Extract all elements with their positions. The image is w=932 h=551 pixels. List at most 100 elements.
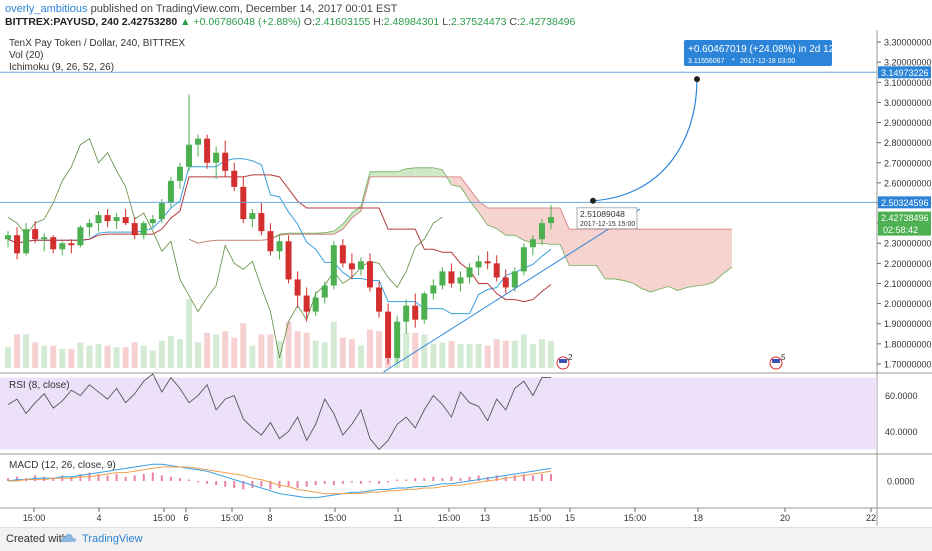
volume-bar [32,342,39,368]
volume-bar [240,323,247,368]
volume-bar [421,334,428,368]
candle-body [77,227,84,246]
macd-histogram-bar [550,474,552,481]
price-tick-label: 2.20000000 [884,259,932,269]
time-tick-label: 13 [480,513,490,523]
macd-histogram-bar [432,476,435,481]
volume-bar [131,342,138,368]
candle-body [376,287,383,312]
volume-bar [195,342,202,368]
volume-bar [167,336,174,368]
macd-histogram-bar [251,481,254,488]
candle-body [158,203,165,220]
candle-body [86,223,93,228]
volume-bar [548,340,554,368]
macd-histogram-bar [160,475,163,481]
high-value: 2.48984301 [383,16,440,28]
cloud-segment [333,224,343,235]
macd-histogram-bar [269,481,272,490]
macd-histogram-bar [142,474,145,481]
tradingview-cloud-icon [60,533,77,542]
projection-label-box [684,40,832,66]
candle-body [430,285,437,294]
ohlc-line: BITTREX:PAYUSD, 240 2.42753280 ▲ +0.0678… [5,16,575,28]
rsi-pane: 60.0000 40.0000 [0,373,918,451]
candle-body [240,186,247,220]
kijun-sen [7,174,552,303]
price-change: ▲ +0.06786048 (+2.88%) [180,16,301,28]
cloud-segment [505,208,515,236]
vol-legend: Vol (20) [9,50,43,61]
macd-histogram-bar [206,481,209,484]
price-tick-label: 1.70000000 [884,359,932,369]
cloud-segment [641,229,651,293]
macd-histogram-bar [369,481,371,483]
cloud-segment [614,229,624,281]
macd-line [7,463,552,499]
chart-canvas[interactable]: 2.51089048 2017-12-15 15:00 +0.60467019 (+… [0,0,932,527]
candle-body [448,271,455,284]
cloud-segment [351,206,361,219]
volume-bar [538,339,545,368]
macd-histogram-bar [115,474,118,481]
candle-body [186,144,192,167]
candle-body [493,263,500,278]
volume-bar [439,342,446,368]
price-tick-label: 2.90000000 [884,118,932,128]
tradingview-brand[interactable]: TradingView [82,533,143,545]
macd-histogram-bar [477,475,480,481]
cloud-segment [596,229,606,279]
created-with: Created with [6,533,68,545]
trend-line [383,208,641,373]
volume-bar [14,334,21,368]
cloud-segment [569,229,579,266]
cloud-segment [424,167,434,177]
start-label-price: 2.51089048 [580,209,625,219]
macd-histogram-bar [43,476,46,481]
candle-body [357,261,364,270]
candle-body [484,261,491,264]
cloud-segment [342,213,352,230]
cloud-segment [605,229,615,279]
macd-tick-label: 0.0000 [887,477,915,487]
event-count: 5 [781,353,786,362]
price-tick-label: 2.10000000 [884,279,932,289]
projection-label: +0.60467019 (+24.08%) in 2d 12h [688,44,840,55]
cloud-segment [433,167,443,177]
countdown-marker [878,223,931,236]
volume-bar [412,332,419,368]
cloud-segment [523,208,533,244]
macd-histogram-bar [305,481,308,487]
cloud-segment [650,229,660,293]
time-tick-label: 15:00 [624,513,647,523]
cloud-segment [388,171,398,177]
macd-histogram-bar [441,478,444,481]
candle-body [421,293,428,320]
macd-histogram-bar [495,475,498,481]
candle-body [285,241,292,280]
price-tick-label: 3.30000000 [884,38,932,48]
time-tick-label: 11 [393,513,402,523]
macd-histogram-bar [468,476,471,481]
footer: Created with TradingView [0,527,932,551]
volume-bar [276,340,283,368]
cloud-segment [460,176,470,201]
volume-bar [376,331,383,368]
cloud-segment [551,208,561,245]
open-value: 2.41603155 [314,16,371,28]
time-axis[interactable]: 15:00 4 15:00 6 15:00 8 15:00 11 15:00 13 15:00 15 1… [23,508,876,523]
volume-bar [41,345,48,368]
macd-histogram-bar [540,474,543,481]
candle-body [222,152,229,171]
macd-histogram-bar [52,478,55,481]
candle-body [520,247,527,272]
price-marker [878,66,931,79]
candle-body [231,170,238,187]
author-link[interactable]: overly_ambitious [5,3,88,15]
volume-bar [50,345,57,368]
volume-bar [5,347,11,368]
last-price: 2.42753280 [121,16,178,28]
cloud-segment [704,229,714,285]
price-axis[interactable]: 3.30000000 3.20000000 3.10000000 3.00000000… [877,38,932,370]
volume-bar [520,334,527,368]
